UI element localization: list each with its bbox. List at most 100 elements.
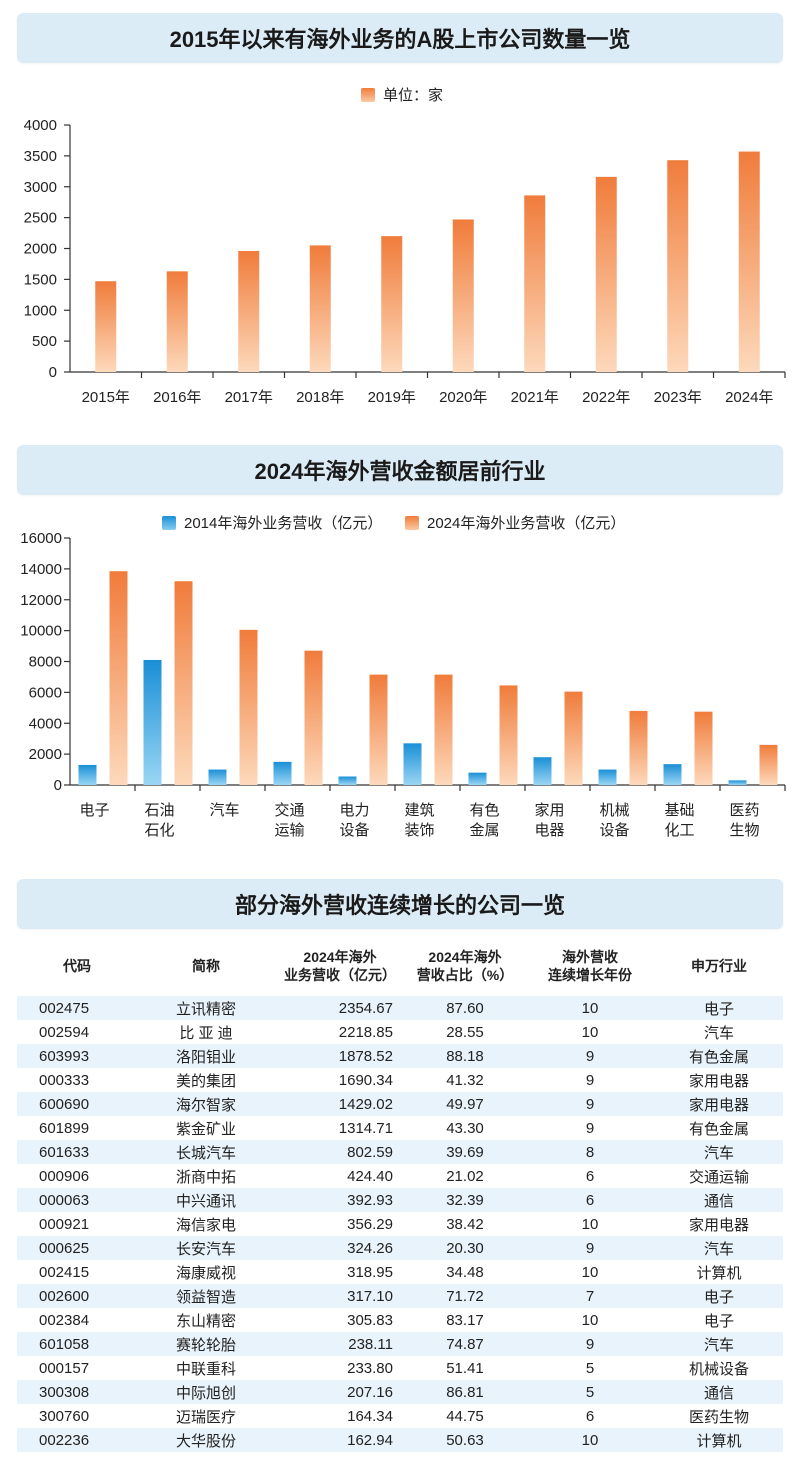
- cell-name: 海康威视: [175, 1264, 236, 1282]
- chart2-xtick-label: 基础: [664, 802, 694, 819]
- cell-years: 9: [585, 1335, 595, 1353]
- cell-years: 5: [585, 1383, 595, 1401]
- chart2-xtick-label: 汽车: [209, 802, 239, 819]
- cell-share: 49.97: [446, 1095, 484, 1113]
- table-row: 000063 中兴通讯 392.93 32.39 6 通信: [17, 1188, 783, 1212]
- cell-years: 5: [585, 1359, 595, 1377]
- cell-industry: 有色金属: [688, 1120, 749, 1138]
- cell-code: 601058: [39, 1335, 90, 1353]
- cell-revenue: 802.59: [347, 1143, 393, 1161]
- cell-industry: 电子: [703, 1312, 734, 1330]
- cell-code: 002600: [39, 1287, 90, 1305]
- chart2-legend-2014: 2014年海外业务营收（亿元）: [162, 512, 382, 533]
- cell-name: 迈瑞医疗: [175, 1408, 236, 1426]
- chart2-ytick-label: 4000: [29, 715, 62, 732]
- chart2-bar-2024: [564, 691, 583, 785]
- cell-share: 32.39: [446, 1191, 484, 1209]
- cell-revenue: 1314.71: [338, 1119, 393, 1137]
- cell-name: 中兴通讯: [175, 1192, 236, 1210]
- cell-code: 002384: [39, 1311, 90, 1329]
- chart1-bar: [381, 236, 403, 372]
- cell-share: 41.32: [446, 1071, 484, 1089]
- header-code: 代码: [63, 958, 91, 974]
- legend-orange-swatch: [361, 87, 375, 102]
- cell-name: 比 亚 迪: [179, 1024, 233, 1042]
- header-share: 2024年海外 营收占比（%）: [416, 949, 514, 983]
- cell-name: 长安汽车: [175, 1240, 236, 1258]
- cell-name: 浙商中拓: [175, 1168, 236, 1186]
- cell-code: 002415: [39, 1263, 90, 1281]
- cell-industry: 汽车: [703, 1240, 734, 1258]
- table-row: 002600 领益智造 317.10 71.72 7 电子: [17, 1284, 783, 1308]
- cell-name: 赛轮轮胎: [175, 1336, 236, 1354]
- cell-share: 83.17: [446, 1311, 484, 1329]
- chart2-bar-2024: [434, 674, 453, 785]
- cell-share: 50.63: [446, 1431, 484, 1449]
- cell-years: 7: [585, 1287, 595, 1305]
- header-industry: 申万行业: [691, 958, 747, 974]
- cell-industry: 汽车: [703, 1144, 734, 1162]
- cell-industry: 有色金属: [688, 1048, 749, 1066]
- cell-industry: 汽车: [703, 1336, 734, 1354]
- cell-share: 34.48: [446, 1263, 484, 1281]
- chart2-xtick-label: 有色: [469, 802, 499, 819]
- cell-industry: 计算机: [696, 1264, 742, 1282]
- chart2-xtick-label: 建筑: [404, 802, 434, 819]
- cell-name: 紫金矿业: [175, 1120, 236, 1138]
- cell-revenue: 162.94: [347, 1431, 393, 1449]
- chart2-xtick-label: 机械: [599, 802, 629, 819]
- cell-name: 美的集团: [175, 1072, 236, 1090]
- cell-years: 8: [585, 1143, 595, 1161]
- chart2-bar-2024: [759, 744, 778, 785]
- chart1-title: 2015年以来有海外业务的A股上市公司数量一览: [17, 13, 783, 63]
- table-row: 300760 迈瑞医疗 164.34 44.75 6 医药生物: [17, 1404, 783, 1428]
- cell-share: 20.30: [446, 1239, 484, 1257]
- header-revenue: 2024年海外 业务营收（亿元）: [284, 949, 396, 983]
- chart1-ytick-label: 2000: [24, 241, 57, 258]
- cell-years: 9: [585, 1047, 595, 1065]
- table-row: 601633 长城汽车 802.59 39.69 8 汽车: [17, 1140, 783, 1164]
- cell-name: 洛阳钼业: [175, 1048, 236, 1066]
- table-row: 002415 海康威视 318.95 34.48 10 计算机: [17, 1260, 783, 1284]
- chart2-legend-2024: 2024年海外业务营收（亿元）: [405, 512, 625, 533]
- cell-years: 6: [585, 1191, 595, 1209]
- chart2-bar-2014: [403, 743, 422, 785]
- chart2-xtick-label: 化工: [664, 822, 694, 839]
- cell-code: 000625: [39, 1239, 90, 1257]
- chart1-xtick-label: 2016年: [153, 389, 201, 406]
- chart2-ytick-label: 10000: [20, 623, 62, 640]
- chart1-ytick-label: 1000: [24, 302, 57, 319]
- cell-revenue: 2354.67: [338, 999, 393, 1017]
- chart2-xtick-label: 电力: [339, 802, 369, 819]
- chart1-ytick-label: 4000: [24, 117, 57, 134]
- cell-revenue: 1429.02: [338, 1095, 393, 1113]
- chart2-xtick-label: 装饰: [404, 822, 434, 839]
- cell-code: 002475: [39, 999, 90, 1017]
- cell-years: 10: [581, 1263, 599, 1281]
- chart1-bar: [595, 176, 617, 372]
- chart1-bar: [667, 160, 689, 372]
- cell-name: 中际旭创: [175, 1384, 236, 1402]
- cell-name: 海尔智家: [175, 1096, 236, 1114]
- cell-code: 002594: [39, 1023, 90, 1041]
- chart2-xtick-label: 家用: [534, 802, 564, 819]
- legend-orange-swatch-2: [405, 515, 419, 530]
- cell-industry: 通信: [703, 1192, 734, 1210]
- cell-code: 000063: [39, 1191, 90, 1209]
- cell-revenue: 207.16: [347, 1383, 393, 1401]
- chart2-svg: 16000 14000 12000 10000 8000 6000 4000 2000 0 电子…: [20, 530, 786, 839]
- chart2-bar-2024: [369, 674, 388, 785]
- chart1-xtick-label: 2018年: [296, 389, 344, 406]
- chart2-bar-2014: [338, 776, 357, 785]
- chart1-xtick-label: 2019年: [368, 389, 416, 406]
- chart2-xtick-label: 石化: [144, 822, 174, 839]
- cell-years: 10: [581, 999, 599, 1017]
- cell-code: 000157: [39, 1359, 90, 1377]
- chart1-ytick-label: 3500: [24, 148, 57, 165]
- cell-code: 601899: [39, 1119, 90, 1137]
- table-title: 部分海外营收连续增长的公司一览: [17, 879, 783, 929]
- cell-name: 长城汽车: [175, 1144, 236, 1162]
- cell-years: 10: [581, 1023, 599, 1041]
- cell-share: 74.87: [446, 1335, 484, 1353]
- chart2-bar-2024: [304, 650, 323, 785]
